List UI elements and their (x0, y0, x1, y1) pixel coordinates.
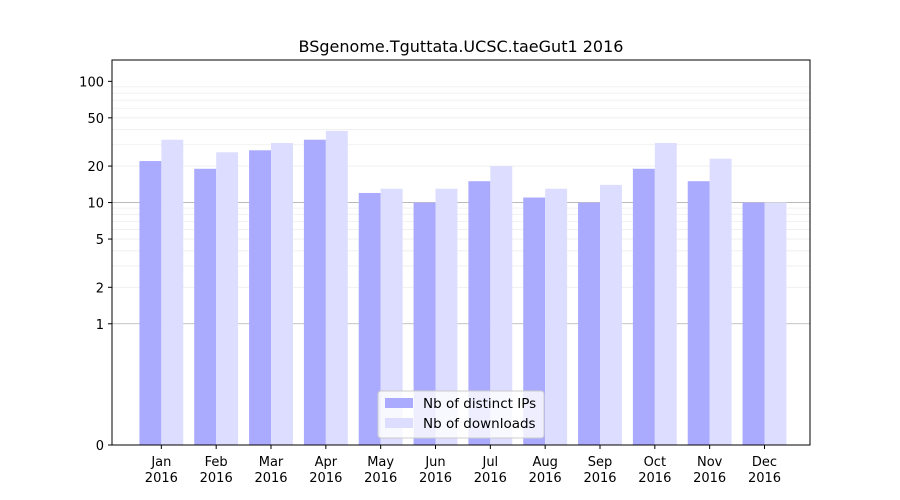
bar-distinct-ips-aug (523, 197, 546, 445)
bar-downloads-jan (161, 139, 184, 445)
y-tick-label: 2 (96, 281, 104, 296)
x-tick-label: Aug 2016 (529, 455, 562, 486)
x-tick-label-year: 2016 (200, 471, 233, 486)
bar-downloads-jun (435, 188, 458, 445)
x-tick-label: Feb 2016 (200, 455, 233, 486)
bar-distinct-ips-feb (194, 168, 217, 446)
bar-downloads-aug (545, 188, 568, 445)
y-tick-label: 100 (79, 75, 104, 90)
x-tick-label: Oct 2016 (638, 455, 671, 486)
y-tick-label: 20 (87, 160, 104, 175)
legend-swatch (385, 418, 413, 428)
legend-label: Nb of distinct IPs (423, 396, 536, 412)
bar-distinct-ips-nov (687, 181, 710, 445)
x-tick-label-month: Aug (532, 455, 557, 470)
y-tick-label: 1 (96, 318, 104, 333)
legend-box (377, 390, 545, 439)
x-tick-label: Mar 2016 (254, 455, 287, 486)
bar-distinct-ips-oct (632, 168, 655, 446)
bar-downloads-sep (599, 184, 622, 445)
x-tick-label-month: Oct (644, 455, 666, 470)
x-tick-label: Jun 2016 (419, 455, 452, 486)
x-tick-label: Apr 2016 (309, 455, 342, 486)
bar-downloads-may (380, 188, 403, 445)
bar-distinct-ips-sep (578, 202, 600, 445)
x-tick-label: Sep 2016 (583, 455, 616, 486)
x-tick-label-year: 2016 (748, 471, 781, 486)
bar-downloads-jul (490, 166, 513, 445)
x-tick-label-year: 2016 (693, 471, 726, 486)
bar-downloads-feb (216, 152, 239, 445)
bar-distinct-ips-dec (742, 202, 765, 445)
x-tick-label-month: Feb (205, 455, 228, 470)
plot-frame (111, 59, 811, 446)
x-tick-label-year: 2016 (254, 471, 287, 486)
chart-title: BSgenome.Tguttata.UCSC.taeGut1 2016 (299, 37, 624, 56)
bar-distinct-ips-may (358, 192, 381, 445)
bar-downloads-mar (271, 143, 293, 445)
bar-distinct-ips-apr (303, 139, 326, 445)
x-tick-label-month: Apr (315, 455, 338, 470)
x-tick-label-year: 2016 (474, 471, 507, 486)
y-tick-label: 50 (87, 112, 104, 127)
x-tick-label-month: Jun (424, 455, 445, 470)
bar-downloads-apr (325, 130, 348, 445)
x-tick-label: Jul 2016 (474, 455, 507, 486)
bar-distinct-ips-jul (468, 181, 491, 445)
legend-label: Nb of downloads (423, 416, 536, 432)
bar-downloads-dec (764, 202, 787, 445)
x-tick-label-year: 2016 (419, 471, 452, 486)
x-tick-label-month: Nov (697, 455, 723, 470)
x-tick-label-month: May (367, 455, 394, 470)
x-tick-label-month: Dec (752, 455, 777, 470)
y-tick-label: 0 (96, 439, 104, 454)
bar-distinct-ips-mar (249, 150, 272, 445)
y-tick-label: 10 (87, 197, 104, 212)
x-tick-label-year: 2016 (145, 471, 178, 486)
bar-distinct-ips-jun (413, 202, 436, 445)
x-tick-label-year: 2016 (364, 471, 397, 486)
x-tick-label-month: Jul (481, 455, 498, 470)
x-tick-label-month: Sep (588, 455, 613, 470)
x-tick-label-year: 2016 (638, 471, 671, 486)
bar-downloads-oct (654, 143, 677, 445)
x-tick-label: Nov 2016 (693, 455, 726, 486)
x-tick-label: May 2016 (364, 455, 397, 486)
x-tick-label-year: 2016 (583, 471, 616, 486)
bars (139, 130, 787, 446)
x-tick-label: Jan 2016 (145, 455, 178, 486)
y-tick-label: 5 (96, 233, 104, 248)
legend-swatch (385, 398, 413, 408)
bar-distinct-ips-jan (139, 161, 162, 445)
x-tick-label: Dec 2016 (748, 455, 781, 486)
x-tick-label-year: 2016 (529, 471, 562, 486)
legend: Nb of distinct IPs Nb of downloads (377, 390, 545, 439)
x-tick-label-month: Mar (259, 455, 284, 470)
bar-downloads-nov (709, 158, 732, 446)
x-tick-label-year: 2016 (309, 471, 342, 486)
x-tick-label-month: Jan (150, 455, 171, 470)
